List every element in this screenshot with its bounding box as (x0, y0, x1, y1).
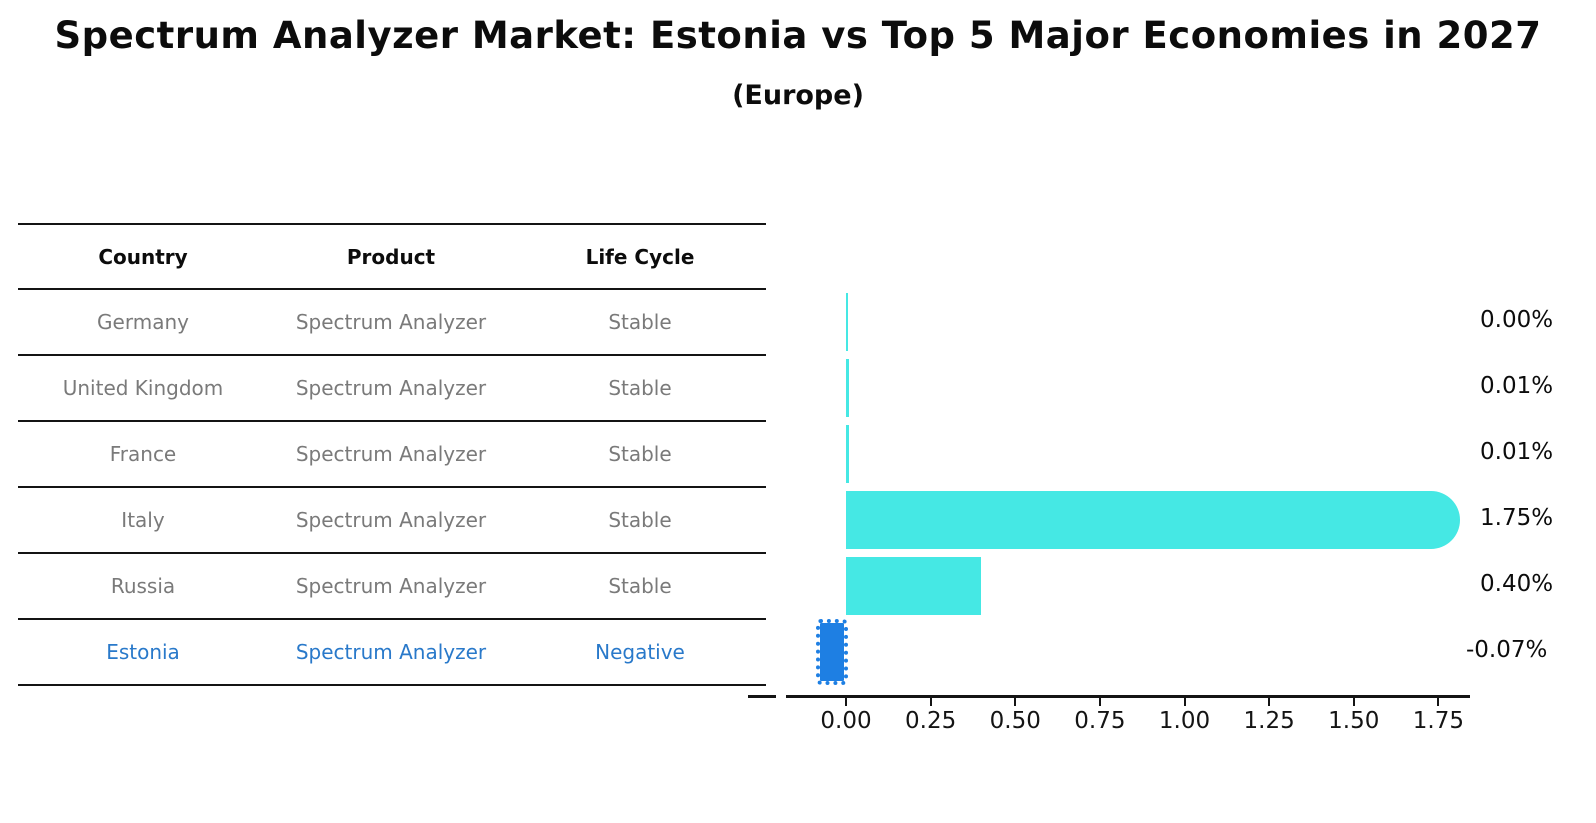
x-tick-label: 1.50 (1328, 708, 1380, 734)
cell-life-cycle: Stable (608, 508, 672, 532)
x-tick-mark (1014, 697, 1017, 706)
table-header-cell: Life Cycle (585, 244, 695, 269)
cell-product: Spectrum Analyzer (295, 508, 487, 532)
table-header-cell: Country (98, 244, 188, 269)
x-tick-label: 0.00 (820, 708, 872, 734)
x-tick-mark (1183, 697, 1186, 706)
x-tick-label: 1.75 (1412, 708, 1464, 734)
table-header-cell: Product (346, 244, 436, 269)
x-tick-mark (1352, 697, 1355, 706)
x-axis-left-segment (748, 695, 776, 698)
bar-united-kingdom (846, 359, 849, 417)
country-table: Country Product Life Cycle Germany Spectrum… (18, 223, 766, 686)
cell-life-cycle: Negative (595, 640, 685, 664)
bar-germany (846, 293, 848, 351)
bar-russia (846, 557, 981, 615)
cell-country: United Kingdom (62, 376, 224, 400)
bar-value-label: 1.75% (1480, 505, 1554, 531)
x-tick-label: 0.50 (989, 708, 1041, 734)
table-row: France Spectrum Analyzer Stable (18, 422, 766, 488)
x-tick-mark (1268, 697, 1271, 706)
bar-value-label: 0.00% (1480, 307, 1554, 333)
x-tick-label: 1.25 (1243, 708, 1295, 734)
bar-value-label: 0.01% (1480, 373, 1554, 399)
table-row: Germany Spectrum Analyzer Stable (18, 290, 766, 356)
bar-estonia (816, 619, 848, 685)
bar-italy (846, 491, 1460, 549)
table-header-row: Country Product Life Cycle (18, 225, 766, 290)
table-row: Italy Spectrum Analyzer Stable (18, 488, 766, 554)
cell-life-cycle: Stable (608, 442, 672, 466)
cell-country: France (109, 442, 177, 466)
cell-life-cycle: Stable (608, 376, 672, 400)
table-row: Russia Spectrum Analyzer Stable (18, 554, 766, 620)
x-tick-label: 0.75 (1074, 708, 1126, 734)
bar-value-label: 0.40% (1480, 571, 1554, 597)
x-tick-mark (1098, 697, 1101, 706)
x-tick-mark (845, 697, 847, 706)
x-tick-label: 1.00 (1158, 708, 1211, 734)
cell-product: Spectrum Analyzer (295, 574, 487, 598)
cell-country: Italy (121, 508, 165, 532)
bar-value-label: 0.01% (1480, 439, 1554, 465)
cell-life-cycle: Stable (608, 310, 672, 334)
x-axis-line (786, 695, 1470, 698)
cell-country: Russia (110, 574, 176, 598)
table-body: Germany Spectrum Analyzer Stable United Kin… (18, 290, 766, 686)
table-row: United Kingdom Spectrum Analyzer Stable (18, 356, 766, 422)
chart-subtitle: (Europe) (732, 80, 864, 111)
x-tick-mark (929, 697, 932, 706)
cell-product: Spectrum Analyzer (295, 310, 487, 334)
x-tick-label: 0.25 (905, 708, 957, 734)
x-tick-mark (1437, 697, 1440, 706)
cell-product: Spectrum Analyzer (295, 442, 487, 466)
bar-value-label: -0.07% (1466, 637, 1548, 663)
cell-product: Spectrum Analyzer (295, 640, 487, 664)
table-row: Estonia Spectrum Analyzer Negative (18, 620, 766, 686)
bar-france (846, 425, 849, 483)
cell-product: Spectrum Analyzer (295, 376, 487, 400)
cell-country: Germany (97, 310, 189, 334)
cell-life-cycle: Stable (608, 574, 672, 598)
cell-country: Estonia (106, 640, 180, 664)
chart-title: Spectrum Analyzer Market: Estonia vs Top… (54, 14, 1542, 57)
